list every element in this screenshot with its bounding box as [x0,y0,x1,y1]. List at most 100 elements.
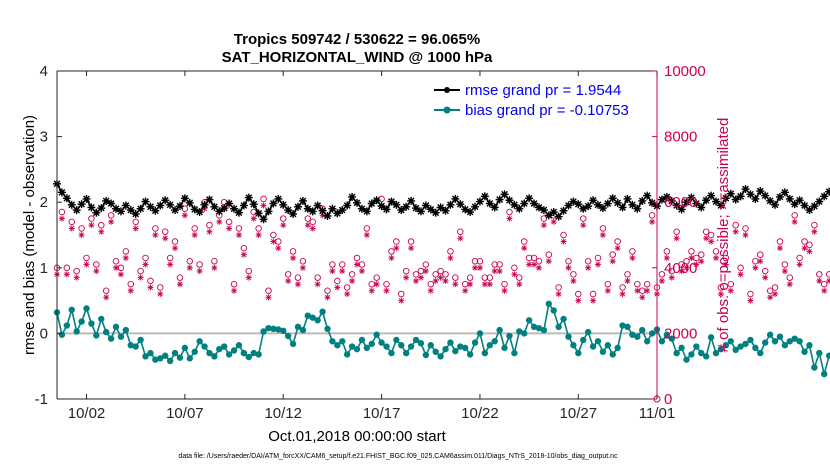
x-tick-label: 10/27 [560,405,598,422]
obs-assimilated-point [422,268,429,275]
obs-possible-point [122,248,130,255]
bias-point [575,349,582,357]
obs-assimilated-point [486,281,493,288]
obs-possible-point [294,274,302,281]
rmse-point [603,199,612,208]
rmse-point [161,196,170,205]
bias-point [643,338,651,345]
obs-assimilated-point [658,277,665,284]
rmse-point [372,196,381,205]
obs-assimilated-point [172,245,179,252]
bias-point [717,345,725,353]
obs-possible-point [147,277,154,285]
rmse-point [707,191,716,200]
bias-point [324,325,331,333]
rmse-point [648,198,657,207]
bias-point [658,338,666,345]
obs-possible-point [73,267,80,275]
obs-assimilated-point [565,264,572,271]
bias-point [614,344,621,352]
obs-assimilated-point [673,235,680,242]
obs-assimilated-point [73,274,80,281]
obs-possible-point [599,225,607,232]
obs-assimilated-point [250,215,257,222]
obs-possible-point [579,215,587,222]
obs-possible-point [570,271,577,278]
bias-point [68,306,75,313]
obs-possible-point [722,254,730,262]
obs-assimilated-point [506,215,513,222]
obs-assimilated-point [732,228,739,235]
bias-point [491,338,498,345]
obs-assimilated-point [275,245,282,252]
obs-possible-point [781,261,789,268]
obs-possible-point [643,280,651,288]
bias-point [250,349,257,357]
obs-possible-point [747,290,754,298]
obs-assimilated-point [383,287,390,294]
bias-point [555,323,562,331]
y-right-axis-label: # of obs: o=possible; ×=assimilated [715,118,732,353]
rmse-point [495,195,504,204]
obs-possible-point [83,254,90,262]
obs-possible-point [737,264,744,272]
obs-assimilated-point [304,222,311,229]
y-tick-label: 4 [40,63,48,80]
obs-assimilated-point [186,264,193,271]
rmse-point [618,203,627,212]
obs-assimilated-point [772,291,779,298]
obs-assimilated-point [191,232,198,238]
obs-possible-point [230,280,238,288]
obs-possible-point [289,248,297,255]
bias-point [466,351,474,358]
bias-point [757,349,764,357]
obs-assimilated-point [575,297,582,304]
rmse-point [751,194,760,203]
obs-assimilated-point [752,264,759,271]
bias-point [673,349,680,357]
rmse-point [451,194,460,203]
obs-assimilated-point [496,268,503,275]
obs-possible-point [93,261,100,268]
obs-possible-point [565,257,572,265]
bias-point [78,318,85,325]
obs-possible-point [717,284,725,291]
y-tick-label: 3 [40,129,48,146]
obs-possible-point [388,248,395,255]
bias-point [521,330,528,337]
obs-possible-point [447,248,454,255]
obs-assimilated-point [334,284,341,291]
chart-title: Tropics 509742 / 530622 = 96.065% [234,31,480,48]
obs-assimilated-point [531,261,538,268]
x-axis-label: Oct.01,2018 00:00:00 start [268,428,446,445]
obs-assimilated-point [624,277,631,284]
rmse-point [412,204,421,213]
obs-assimilated-point [147,284,154,291]
bias-point [181,344,189,352]
bias-point [752,344,759,352]
bias-point [599,348,607,355]
y-axis-ticks: -1 0 1 2 3 4 [35,63,62,408]
obs-possible-point [609,251,616,258]
obs-assimilated-point [614,245,621,252]
obs-assimilated-point [245,274,252,281]
bias-point [393,336,400,344]
obs-assimilated-point [457,235,464,242]
rmse-point [638,196,647,205]
rmse-point [239,201,248,210]
obs-possible-point [668,267,676,275]
bias-point [811,364,818,371]
obs-possible-point [776,238,784,245]
obs-possible-point [476,257,484,265]
bias-point [221,343,228,350]
obs-assimilated-point [604,287,611,294]
obs-assimilated-point [58,215,65,222]
obs-assimilated-point [157,291,164,298]
bias-point [63,322,71,329]
rmse-point [62,194,71,203]
obs-assimilated-point [162,235,169,242]
obs-assimilated-point [501,287,508,294]
x-tick-label: 11/01 [639,405,675,422]
obs-possible-point [806,241,813,249]
